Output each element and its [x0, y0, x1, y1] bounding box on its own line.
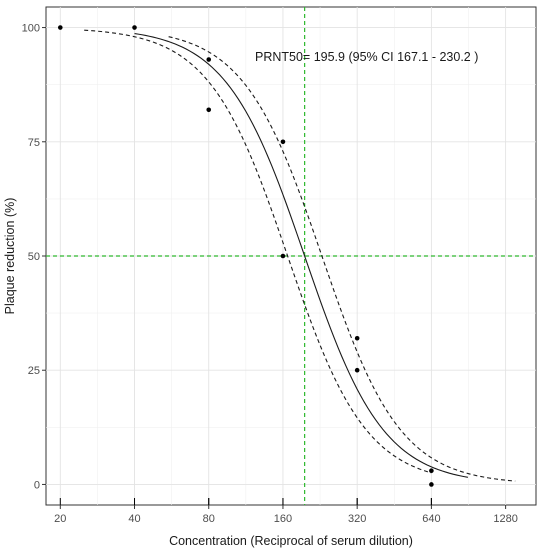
ci-lower-curve — [84, 29, 432, 474]
x-tick-label: 80 — [203, 513, 215, 525]
x-tick-label: 320 — [348, 513, 366, 525]
grid-lines — [46, 7, 536, 505]
x-tick-label: 160 — [274, 513, 292, 525]
rug-ticks — [59, 498, 432, 505]
fit-curve — [134, 33, 469, 478]
data-point — [206, 57, 212, 62]
data-points — [57, 25, 434, 487]
x-tick-label: 20 — [54, 513, 66, 525]
data-point — [280, 253, 286, 259]
x-tick-label: 640 — [422, 513, 440, 525]
axis-ticks: 20 40 80 160 320 640 1280 0 25 50 75 100 — [22, 23, 518, 525]
data-point — [354, 367, 360, 373]
y-axis-title: Plaque reduction (%) — [3, 198, 17, 315]
data-point — [354, 335, 360, 341]
y-tick-label: 50 — [28, 251, 40, 263]
x-tick-label: 40 — [128, 513, 140, 525]
x-axis-title: Concentration (Reciprocal of serum dilut… — [169, 534, 413, 548]
y-tick-label: 75 — [28, 137, 40, 149]
y-tick-label: 100 — [22, 23, 40, 35]
y-tick-label: 25 — [28, 365, 40, 377]
reference-lines — [46, 7, 536, 505]
data-point — [132, 25, 137, 30]
ci-upper-curve — [168, 36, 516, 482]
data-point — [429, 468, 434, 474]
data-point — [57, 25, 63, 30]
data-point — [280, 139, 286, 145]
x-tick-label: 1280 — [493, 513, 517, 525]
data-point — [206, 107, 212, 113]
data-point — [429, 482, 434, 487]
y-tick-label: 0 — [34, 479, 40, 491]
annotation-text: PRNT50= 195.9 (95% CI 167.1 - 230.2 ) — [255, 50, 478, 64]
curves — [84, 29, 516, 482]
